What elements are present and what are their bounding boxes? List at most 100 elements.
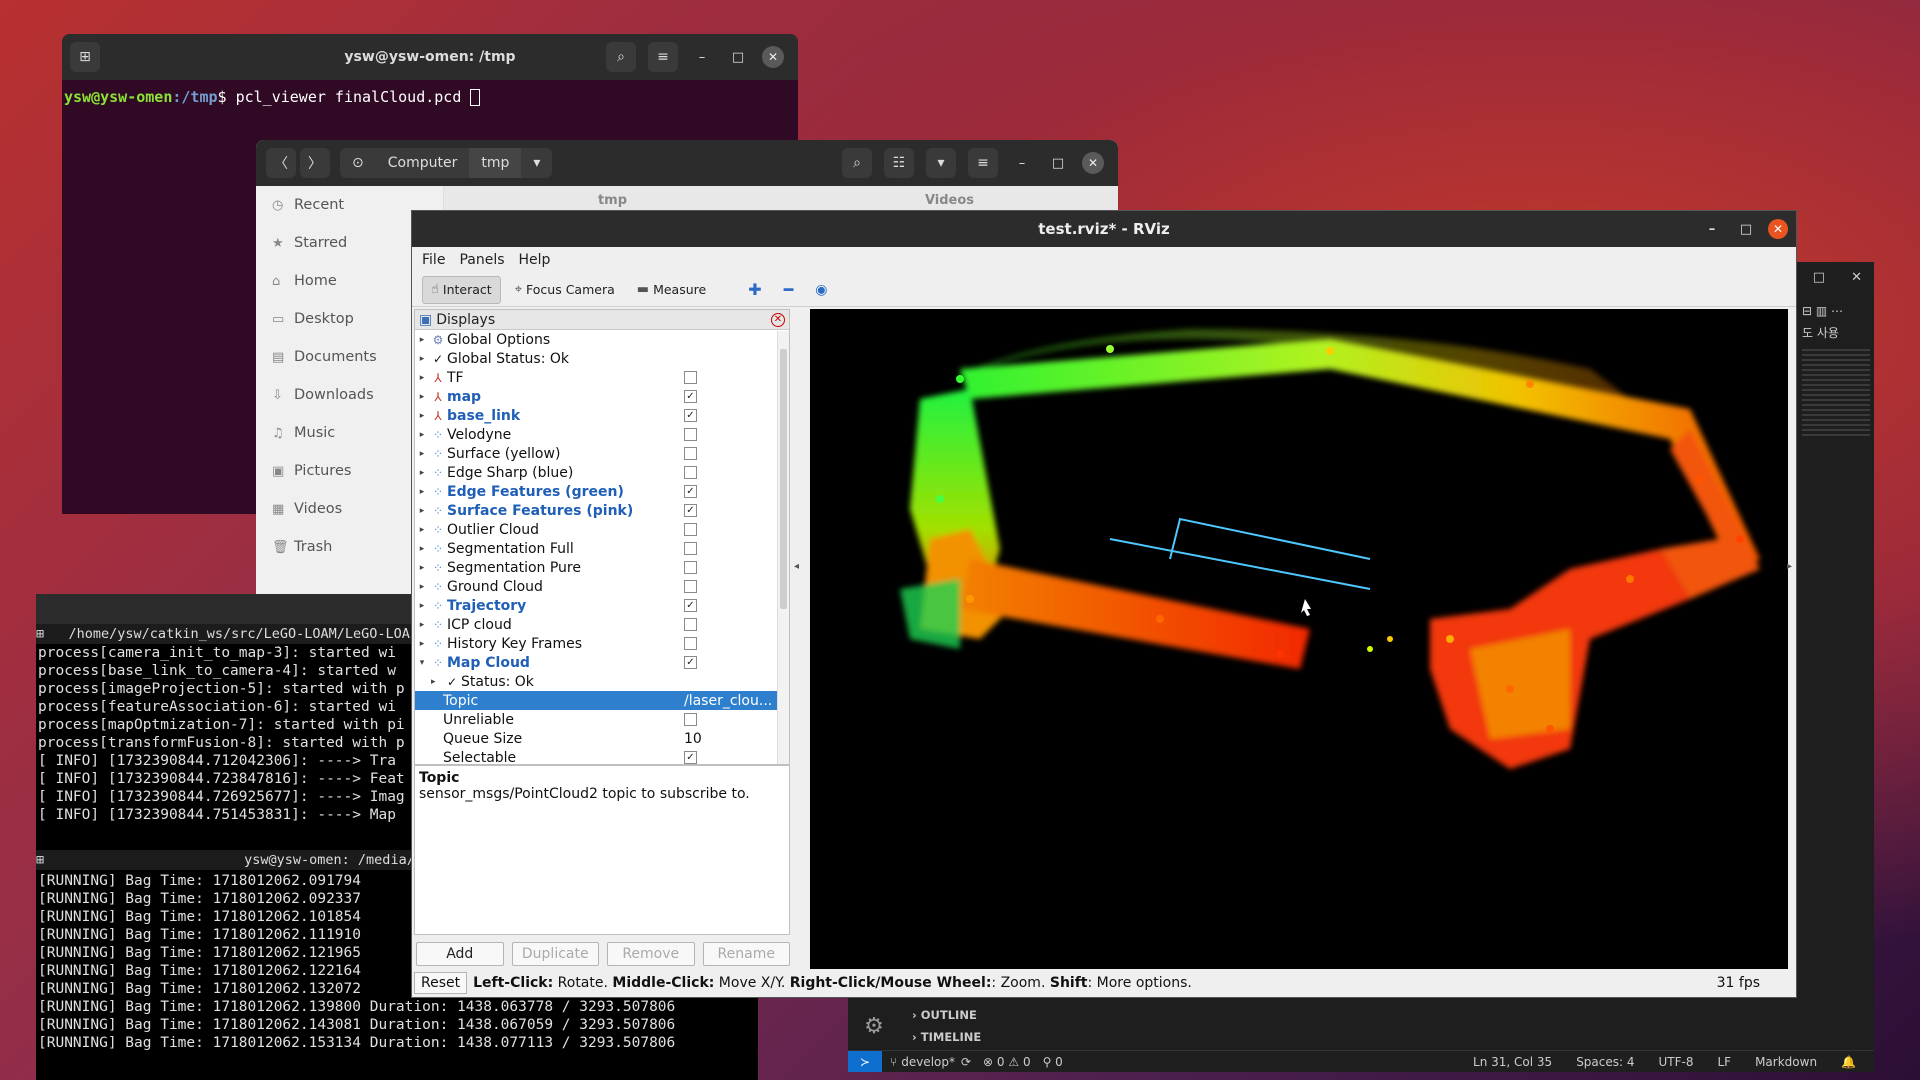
display-row[interactable]: ▸ ⅄ map ✓	[415, 387, 789, 406]
menu-help[interactable]: Help	[518, 252, 551, 268]
expand-arrow-icon[interactable]: ▸	[419, 524, 425, 535]
focus-camera-tool-button[interactable]: ⌖ Focus Camera	[507, 276, 623, 304]
add-display-button[interactable]: Add	[416, 942, 504, 966]
display-row[interactable]: ▸ ⚙ Global Options	[415, 330, 789, 349]
display-row[interactable]: ▸ ⅄ TF	[415, 368, 789, 387]
expand-arrow-icon[interactable]: ▸	[419, 391, 425, 402]
measure-tool-button[interactable]: ▬ Measure	[629, 276, 714, 304]
enable-checkbox[interactable]	[684, 447, 697, 460]
expand-arrow-icon[interactable]: ▾	[419, 657, 425, 668]
sidebar-item-starred[interactable]: ★ Starred	[256, 224, 443, 262]
expand-arrow-icon[interactable]: ▸	[419, 638, 425, 649]
sidebar-item-trash[interactable]: 🗑 Trash	[256, 528, 443, 566]
expand-arrow-icon[interactable]: ▸	[419, 372, 425, 383]
sidebar-item-pictures[interactable]: ▣ Pictures	[256, 452, 443, 490]
remote-icon[interactable]: ≻	[848, 1050, 882, 1072]
close-panel-icon[interactable]: ✕	[771, 313, 785, 327]
back-chevron-icon[interactable]: 〈	[266, 148, 296, 178]
hamburger-menu-icon[interactable]: ≡	[968, 148, 998, 178]
property-row[interactable]: Unreliable	[415, 710, 789, 729]
property-row[interactable]: Topic/laser_clou...	[415, 691, 789, 710]
collapse-left-arrow-icon[interactable]: ◂	[794, 561, 800, 572]
3d-render-viewport[interactable]	[810, 309, 1788, 969]
enable-checkbox[interactable]	[684, 466, 697, 479]
display-row[interactable]: ▸ ⁘ ICP cloud	[415, 615, 789, 634]
rename-display-button[interactable]: Rename	[702, 942, 790, 966]
tab-tmp[interactable]: tmp	[597, 193, 628, 208]
display-row[interactable]: ▸ ⁘ Edge Sharp (blue)	[415, 463, 789, 482]
timeline-section[interactable]: › TIMELINE	[900, 1026, 1128, 1048]
minimize-icon[interactable]: –	[1018, 155, 1026, 171]
close-icon[interactable]: ✕	[762, 46, 784, 68]
maximize-icon[interactable]: □	[1739, 221, 1753, 237]
expand-arrow-icon[interactable]: ▸	[419, 619, 425, 630]
property-row[interactable]: Selectable ✓	[415, 748, 789, 767]
display-row[interactable]: ▸ ⁘ History Key Frames	[415, 634, 789, 653]
display-row[interactable]: ▸ ⁘ Segmentation Full	[415, 539, 789, 558]
sidebar-item-music[interactable]: ♫ Music	[256, 414, 443, 452]
display-row[interactable]: ▸ ⁘ Surface Features (pink) ✓	[415, 501, 789, 520]
menu-panels[interactable]: Panels	[459, 252, 505, 268]
ports-count[interactable]: ⚲ 0	[1042, 1054, 1063, 1069]
tab-videos[interactable]: Videos	[924, 193, 975, 208]
sidebar-item-documents[interactable]: ▤ Documents	[256, 338, 443, 376]
path-segment-tmp[interactable]: tmp	[469, 148, 522, 178]
enable-checkbox[interactable]	[684, 561, 697, 574]
enable-checkbox[interactable]: ✓	[684, 409, 697, 422]
status-row[interactable]: ▸ ✓ Status: Ok	[415, 672, 789, 691]
minimize-icon[interactable]: –	[698, 49, 706, 65]
sidebar-item-downloads[interactable]: ⇩ Downloads	[256, 376, 443, 414]
cursor-position[interactable]: Ln 31, Col 35	[1473, 1054, 1553, 1069]
property-checkbox[interactable]: ✓	[684, 751, 697, 764]
remove-display-button[interactable]: Remove	[607, 942, 695, 966]
problems-count[interactable]: ⊗ 0 ⚠ 0	[983, 1054, 1031, 1069]
display-row[interactable]: ▸ ⅄ base_link ✓	[415, 406, 789, 425]
close-icon[interactable]: ✕	[1768, 219, 1788, 239]
path-bar[interactable]: ⊙ Computer tmp ▾	[340, 148, 553, 178]
scrollbar-thumb[interactable]	[780, 349, 787, 609]
terminal-prompt[interactable]: ysw@ysw-omen:/tmp$ pcl_viewer finalCloud…	[62, 80, 798, 114]
enable-checkbox[interactable]: ✓	[684, 656, 697, 669]
enable-checkbox[interactable]: ✓	[684, 485, 697, 498]
enable-checkbox[interactable]	[684, 637, 697, 650]
view-options-icon[interactable]: ▾	[926, 148, 956, 178]
list-view-icon[interactable]: ☷	[884, 148, 914, 178]
settings-gear-icon[interactable]: ⚙	[864, 1013, 884, 1039]
sidebar-item-videos[interactable]: ▦ Videos	[256, 490, 443, 528]
language-mode[interactable]: Markdown	[1755, 1054, 1818, 1069]
enable-checkbox[interactable]: ✓	[684, 390, 697, 403]
new-tab-icon[interactable]: ⊞	[70, 42, 100, 72]
display-row[interactable]: ▸ ⁘ Surface (yellow)	[415, 444, 789, 463]
displays-scrollbar[interactable]	[777, 331, 789, 764]
forward-chevron-icon[interactable]: 〉	[300, 148, 330, 178]
maximize-icon[interactable]: □	[1812, 270, 1826, 285]
remove-tool-minus-icon[interactable]: ━	[783, 280, 794, 299]
display-row[interactable]: ▸ ⁘ Segmentation Pure	[415, 558, 789, 577]
sidebar-item-home[interactable]: ⌂ Home	[256, 262, 443, 300]
encoding[interactable]: UTF-8	[1658, 1054, 1694, 1069]
close-icon[interactable]: ✕	[1082, 152, 1104, 174]
eye-icon[interactable]: ◉	[815, 281, 828, 298]
duplicate-display-button[interactable]: Duplicate	[511, 942, 599, 966]
expand-arrow-icon[interactable]: ▸	[419, 448, 425, 459]
terminal-window-media[interactable]: ysw@ysw-omen: /media ⊞ /home/ysw/catkin_…	[36, 594, 466, 852]
outline-section[interactable]: › OUTLINE	[900, 1004, 1128, 1026]
expand-arrow-icon[interactable]: ▸	[419, 562, 425, 573]
terminal-window-rosbag[interactable]: ⊞ ysw@ysw-omen: /media/y [RUNNING] Bag Ti…	[36, 850, 758, 1080]
hamburger-menu-icon[interactable]: ≡	[648, 42, 678, 72]
display-row[interactable]: ▾ ⁘ Map Cloud ✓	[415, 653, 789, 672]
search-icon[interactable]: ⌕	[606, 42, 636, 72]
display-row[interactable]: ▸ ✓ Global Status: Ok	[415, 349, 789, 368]
expand-arrow-icon[interactable]: ▸	[419, 600, 425, 611]
terminal-subtab[interactable]: ⊞ /home/ysw/catkin_ws/src/LeGO-LOAM/LeGO…	[36, 624, 466, 644]
property-checkbox[interactable]	[684, 713, 697, 726]
reset-button[interactable]: Reset	[414, 972, 468, 994]
enable-checkbox[interactable]	[684, 618, 697, 631]
maximize-icon[interactable]: □	[731, 49, 745, 65]
interact-tool-button[interactable]: ☝ Interact	[422, 275, 501, 304]
expand-arrow-icon[interactable]: ▸	[419, 429, 425, 440]
property-row[interactable]: Queue Size 10	[415, 729, 789, 748]
expand-arrow-icon[interactable]: ▸	[419, 486, 425, 497]
display-row[interactable]: ▸ ⁘ Ground Cloud	[415, 577, 789, 596]
display-row[interactable]: ▸ ⁘ Velodyne	[415, 425, 789, 444]
